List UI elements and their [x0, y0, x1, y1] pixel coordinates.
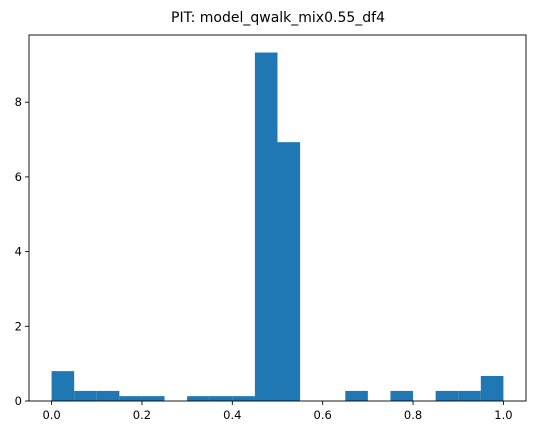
histogram-bar: [96, 390, 120, 401]
chart-title: PIT: model_qwalk_mix0.55_df4: [171, 10, 385, 26]
y-tick-label: 6: [15, 170, 22, 184]
histogram-bar: [187, 396, 210, 401]
histogram-bar: [390, 390, 414, 401]
histogram-bar: [209, 396, 233, 401]
histogram-bar: [277, 142, 301, 401]
y-tick-label: 2: [15, 319, 22, 333]
histogram-bar: [74, 390, 97, 401]
histogram-bar: [435, 390, 459, 401]
x-tick-label: 1.0: [494, 408, 512, 422]
x-tick-label: 0.8: [404, 408, 422, 422]
histogram-bar: [458, 390, 481, 401]
x-tick-label: 0.2: [133, 408, 151, 422]
x-tick-label: 0.6: [314, 408, 332, 422]
plot-frame: [28, 34, 527, 402]
histogram-bar: [119, 396, 142, 401]
histogram-bar: [480, 375, 504, 401]
bars-group: [51, 52, 504, 401]
x-tick-label: 0.0: [42, 408, 60, 422]
y-tick-label: 4: [15, 245, 22, 259]
histogram-bar: [345, 390, 368, 401]
x-tick-label: 0.4: [223, 408, 241, 422]
y-tick-label: 0: [15, 394, 22, 408]
histogram-bar: [254, 52, 278, 401]
histogram-bar: [51, 371, 75, 401]
histogram-bar: [232, 396, 255, 401]
y-axis: 0 2 4 6 8: [15, 95, 29, 408]
x-axis: 0.0 0.2 0.4 0.6 0.8 1.0: [42, 401, 513, 422]
y-tick-label: 8: [15, 95, 22, 109]
histogram-bar: [141, 396, 165, 401]
